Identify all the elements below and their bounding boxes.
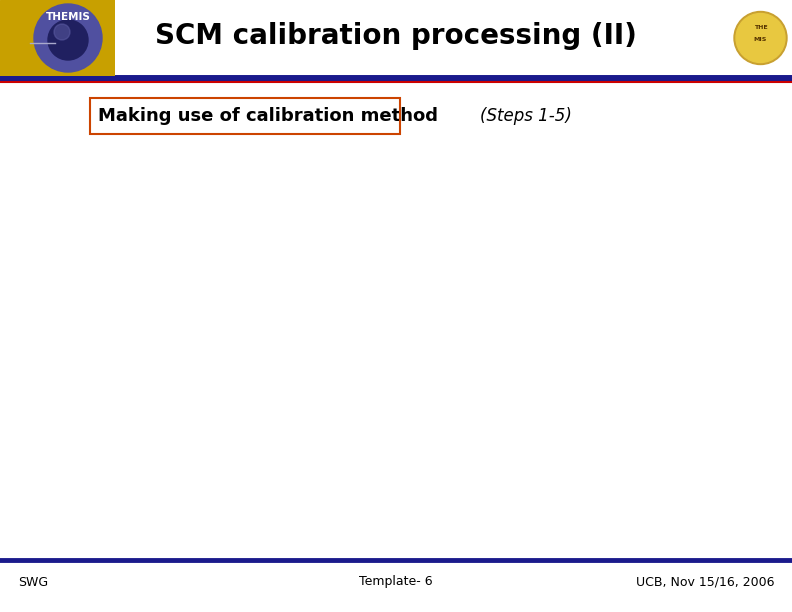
Text: UCB, Nov 15/16, 2006: UCB, Nov 15/16, 2006 <box>635 575 774 589</box>
Text: SCM calibration processing (II): SCM calibration processing (II) <box>155 22 637 50</box>
Text: THEMIS: THEMIS <box>46 12 90 21</box>
Circle shape <box>34 4 102 72</box>
Text: (Steps 1-5): (Steps 1-5) <box>480 107 572 125</box>
Circle shape <box>736 13 785 62</box>
Text: Making use of calibration method: Making use of calibration method <box>98 107 438 125</box>
Bar <box>90 98 400 134</box>
Text: THE: THE <box>754 24 767 30</box>
Circle shape <box>48 20 88 60</box>
Text: MIS: MIS <box>754 37 767 42</box>
Circle shape <box>734 12 787 64</box>
Text: SWG: SWG <box>18 575 48 589</box>
Circle shape <box>54 24 70 40</box>
Text: Template- 6: Template- 6 <box>360 575 432 589</box>
